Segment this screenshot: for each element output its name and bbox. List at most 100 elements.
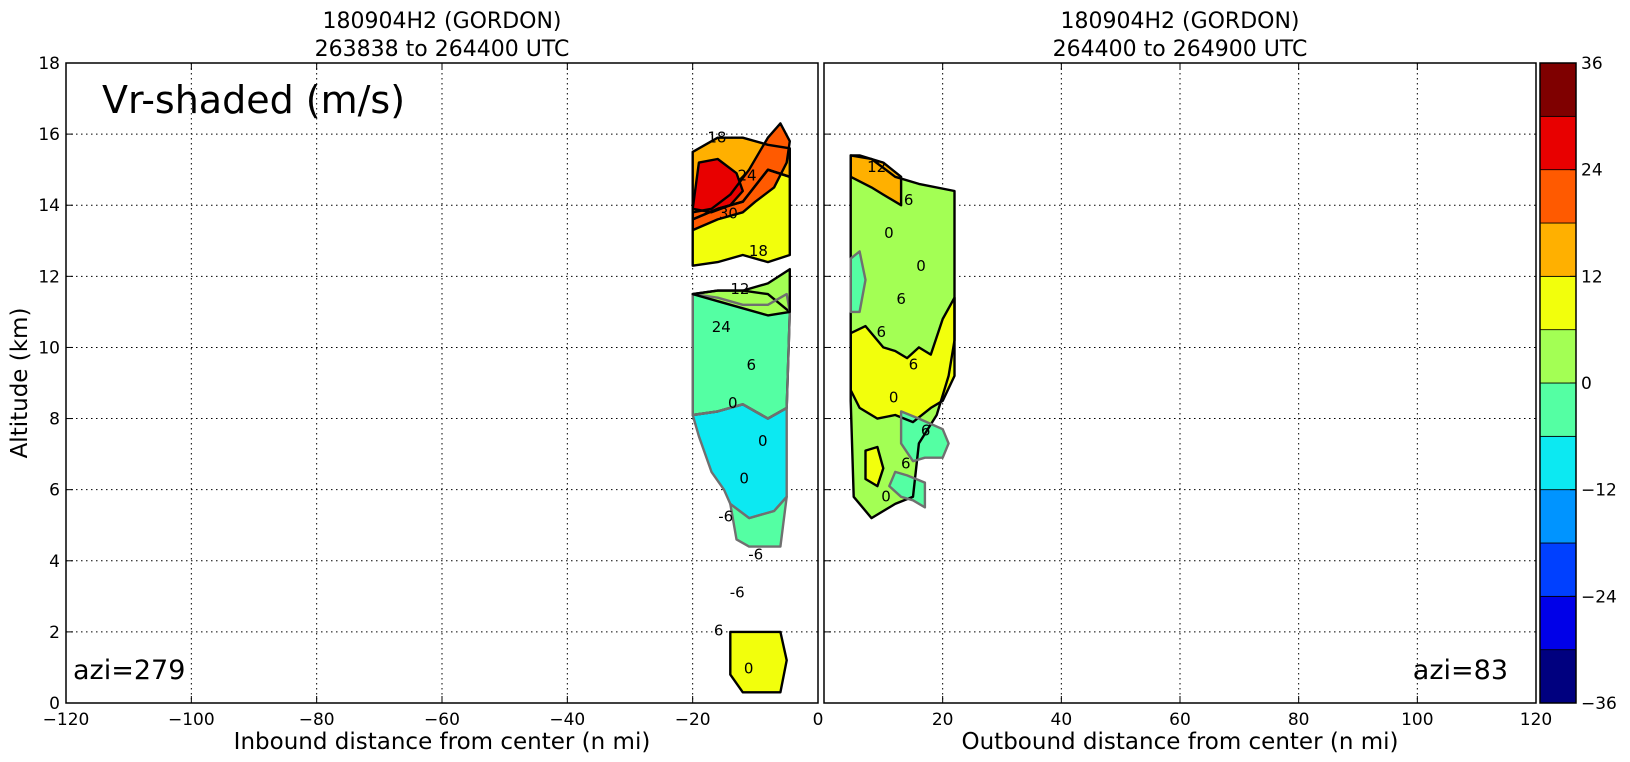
colorbar-band xyxy=(1539,169,1577,224)
velocity-contour-line xyxy=(849,296,956,424)
right-panel: 180904H2 (GORDON) 264400 to 264900 UTC 1… xyxy=(823,9,1552,755)
colorbar-tick-label: −36 xyxy=(1581,694,1617,714)
right-panel-velocity-shading xyxy=(849,154,956,520)
right-panel-title-line1: 180904H2 (GORDON) xyxy=(1060,9,1299,34)
colorbar-band xyxy=(1539,222,1577,277)
right-panel-gridlines xyxy=(824,63,1536,703)
colorbar-band xyxy=(1539,542,1577,597)
y-tick-label: 12 xyxy=(38,267,60,287)
x-tick-label: −100 xyxy=(168,710,215,730)
y-tick-label: 6 xyxy=(49,481,60,501)
velocity-contour-line xyxy=(849,250,867,314)
x-tick-label: 120 xyxy=(1520,710,1552,730)
left-panel-gridlines xyxy=(66,63,818,703)
contour-label: 6 xyxy=(904,191,914,209)
y-axis-label: Altitude (km) xyxy=(7,308,33,459)
left-panel-x-axis-label: Inbound distance from center (n mi) xyxy=(234,729,651,755)
colorbar-band xyxy=(1539,382,1577,437)
left-panel: 180904H2 (GORDON) 263838 to 264400 UTC 1… xyxy=(7,9,823,755)
contour-label: 6 xyxy=(896,290,906,308)
contour-label: 0 xyxy=(884,224,894,242)
contour-label: 18 xyxy=(707,128,726,146)
velocity-contour-line xyxy=(899,410,950,463)
velocity-contour-line xyxy=(691,268,791,317)
contour-label: 6 xyxy=(877,323,887,341)
colorbar-band xyxy=(1539,115,1577,171)
x-tick-label: −20 xyxy=(675,710,711,730)
left-panel-contour-labels: 18 24 30 18 12 24 6 0 0 0 -6 -6 -6 6 0 xyxy=(707,128,768,677)
left-panel-title-line2: 263838 to 264400 UTC xyxy=(315,37,570,62)
contour-label: 0 xyxy=(916,257,926,275)
contour-label: 6 xyxy=(747,356,757,374)
y-tick-label: 0 xyxy=(49,694,60,714)
right-panel-title-line2: 264400 to 264900 UTC xyxy=(1053,37,1308,62)
x-tick-label: 60 xyxy=(1169,710,1191,730)
right-panel-azimuth-label: azi=83 xyxy=(1413,655,1508,686)
colorbar-band xyxy=(1539,595,1577,651)
x-tick-label: 100 xyxy=(1401,710,1433,730)
contour-label: 18 xyxy=(749,242,768,260)
contour-label: 24 xyxy=(737,166,756,184)
x-tick-label: −120 xyxy=(43,710,90,730)
y-tick-label: 8 xyxy=(49,410,60,430)
velocity-contour-line xyxy=(691,122,791,232)
colorbar-band xyxy=(1539,275,1577,331)
contour-label: 0 xyxy=(728,394,738,412)
y-tick-label: 16 xyxy=(38,125,60,145)
contour-label: 6 xyxy=(901,455,911,473)
x-tick-label: 40 xyxy=(1051,710,1073,730)
colorbar-band xyxy=(1539,489,1577,544)
contour-label: 0 xyxy=(744,659,754,677)
velocity-contour-line xyxy=(888,470,927,509)
contour-label: 0 xyxy=(739,470,749,488)
contour-label: 6 xyxy=(714,621,724,639)
colorbar-tick-label: 36 xyxy=(1581,54,1603,74)
left-panel-x-axis: −120 −100 −80 −60 −40 −20 0 xyxy=(43,63,824,730)
colorbar-band xyxy=(1539,649,1577,704)
velocity-contour-line xyxy=(849,154,956,520)
y-tick-label: 10 xyxy=(38,338,60,358)
contour-label: -6 xyxy=(748,546,763,564)
x-tick-label: 20 xyxy=(932,710,954,730)
contour-label: 12 xyxy=(730,280,749,298)
colorbar-tick-label: −12 xyxy=(1581,481,1617,501)
contour-label: -6 xyxy=(718,508,733,526)
velocity-contour-line xyxy=(691,157,744,214)
x-tick-label: 80 xyxy=(1288,710,1310,730)
colorbar-tick-label: 12 xyxy=(1581,267,1603,287)
velocity-contour-line xyxy=(729,630,788,694)
contour-label: -6 xyxy=(730,584,745,602)
right-panel-x-axis: 20 40 60 80 100 120 xyxy=(823,62,1552,730)
contour-label: 24 xyxy=(712,318,731,336)
contour-label: 6 xyxy=(921,422,931,440)
left-panel-velocity-shading xyxy=(691,122,791,694)
colorbar-band xyxy=(1539,329,1577,384)
contour-label: 0 xyxy=(881,488,891,506)
contour-label: 30 xyxy=(719,204,738,222)
x-tick-label: −60 xyxy=(424,710,460,730)
y-tick-label: 4 xyxy=(49,552,60,572)
colorbar-band xyxy=(1539,62,1577,117)
contour-label: 0 xyxy=(889,389,899,407)
contour-label: 6 xyxy=(909,356,919,374)
colorbar: 36 24 12 0 −12 −24 −36 xyxy=(1539,54,1617,714)
colorbar-bands xyxy=(1539,62,1577,704)
contour-label: 12 xyxy=(867,158,886,176)
colorbar-band xyxy=(1539,435,1577,491)
x-tick-label: −80 xyxy=(299,710,335,730)
left-panel-azimuth-label: azi=279 xyxy=(73,655,185,686)
y-tick-label: 14 xyxy=(38,196,60,216)
colorbar-tick-label: 0 xyxy=(1581,374,1592,394)
x-tick-label: 0 xyxy=(813,710,824,730)
colorbar-ticks: 36 24 12 0 −12 −24 −36 xyxy=(1570,54,1617,714)
velocity-contour-line xyxy=(729,495,788,548)
left-panel-y-axis: 0 2 4 6 8 10 12 14 16 18 xyxy=(38,54,73,714)
velocity-contour-line xyxy=(849,154,903,207)
x-tick-label: −40 xyxy=(549,710,585,730)
right-panel-x-axis-label: Outbound distance from center (n mi) xyxy=(962,729,1399,755)
velocity-region xyxy=(730,631,787,693)
colorbar-tick-label: 24 xyxy=(1581,161,1603,181)
left-panel-shading-annotation: Vr-shaded (m/s) xyxy=(102,78,405,122)
